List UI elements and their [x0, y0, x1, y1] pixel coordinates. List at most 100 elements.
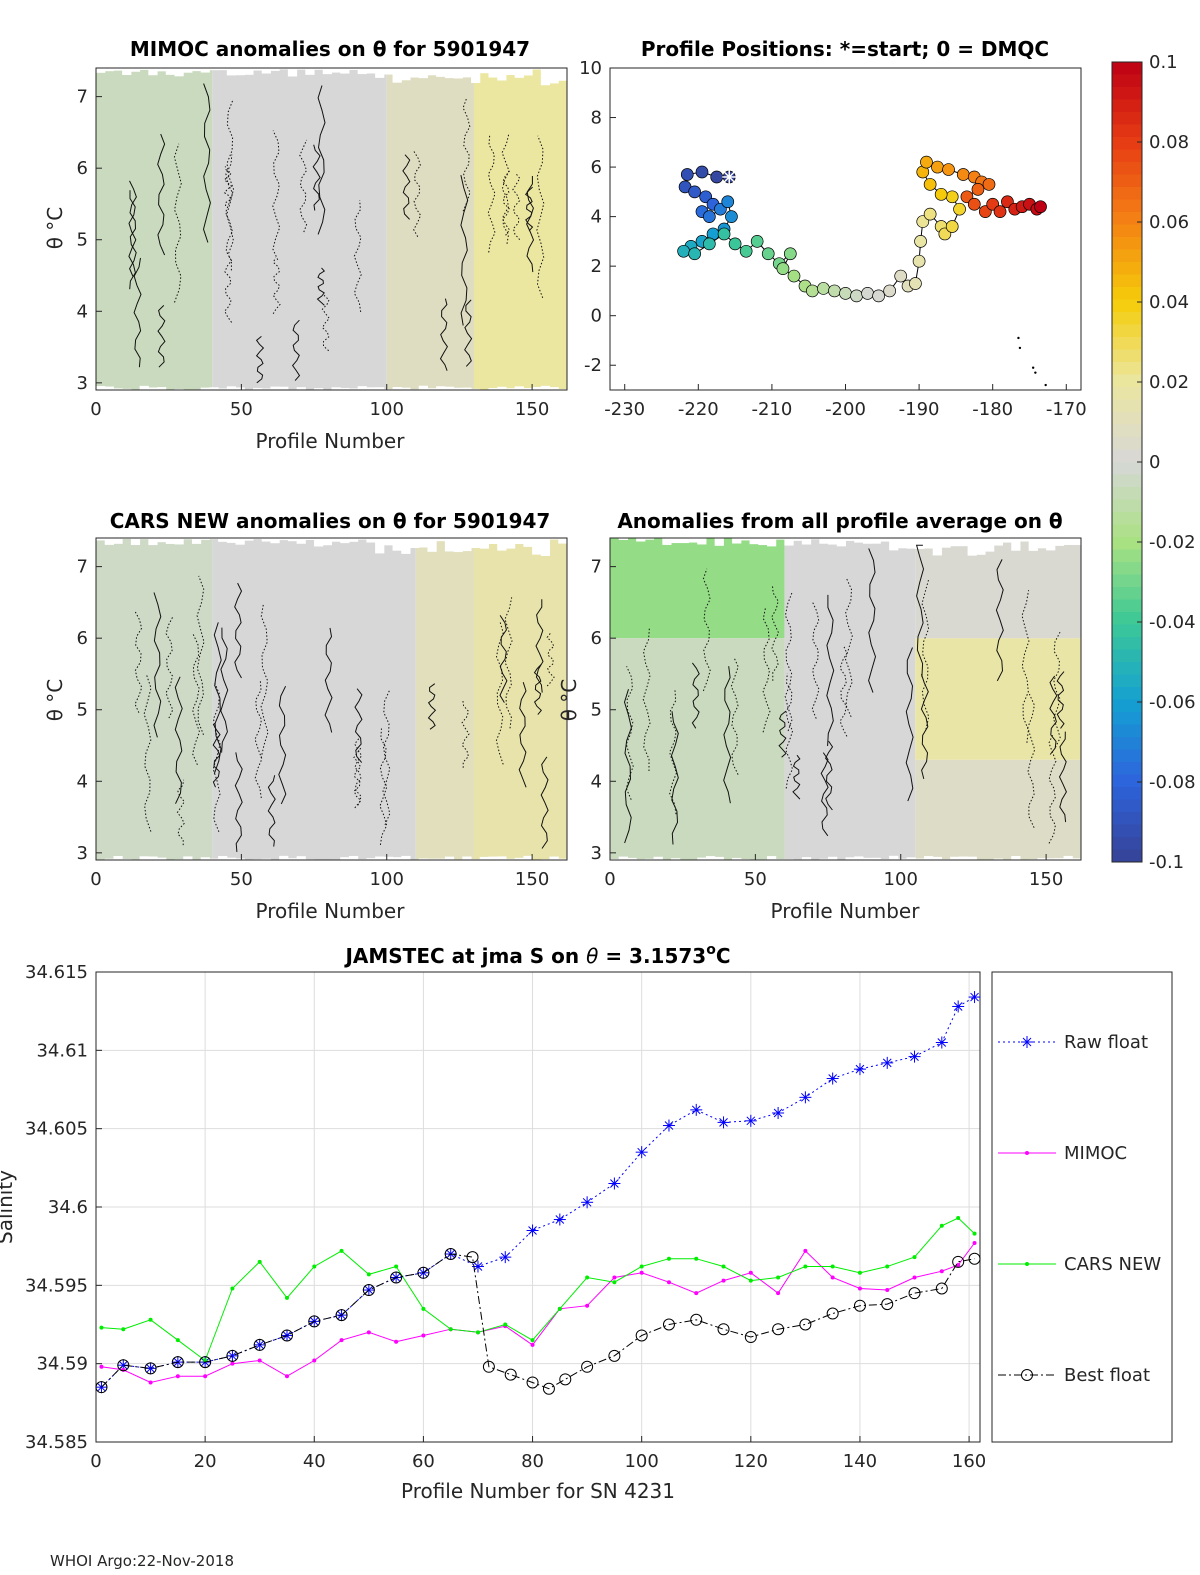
y-tick-label: 2	[591, 256, 602, 277]
stray-point	[1031, 366, 1035, 369]
contour-line	[495, 620, 504, 765]
raw-float-point	[744, 1114, 757, 1127]
colorbar-swatch	[1112, 162, 1142, 175]
contour-line	[223, 166, 233, 206]
no-data-gap	[209, 858, 219, 860]
colorbar-swatch	[1112, 187, 1142, 200]
cars-point	[939, 1223, 944, 1228]
contour-line	[839, 645, 848, 737]
cars-point	[666, 1256, 671, 1261]
colorbar-swatch	[1112, 387, 1142, 400]
salinity-panel: JAMSTEC at jma S on θ = 3.1573oC 0 20 40 60…	[0, 942, 1173, 1503]
no-data-gap	[497, 68, 507, 81]
raw-float-point	[471, 1260, 484, 1273]
cars-point	[257, 1259, 262, 1264]
colorbar-swatch	[1112, 549, 1142, 563]
no-data-gap	[1011, 856, 1021, 860]
contour-line	[316, 267, 326, 306]
no-data-gap	[357, 386, 367, 390]
no-data-gap	[218, 856, 228, 860]
salinity-legend: Raw float MIMOC CARS NEW Best float	[991, 971, 1173, 1443]
cars-point	[394, 1264, 399, 1269]
stray-point	[1034, 371, 1037, 374]
no-data-gap	[767, 856, 777, 860]
no-data-gap	[924, 538, 934, 549]
colorbar-swatch	[1112, 687, 1142, 700]
colorbar-swatch	[1112, 462, 1142, 475]
no-data-gap	[488, 388, 498, 390]
raw-float-point	[952, 1000, 965, 1013]
profile-position-marker	[923, 178, 937, 191]
x-tick-label: -190	[899, 399, 940, 420]
no-data-gap	[932, 538, 942, 556]
no-data-gap	[671, 858, 681, 860]
profile-position-marker	[677, 244, 690, 258]
contour-line	[134, 611, 143, 713]
no-data-gap	[897, 858, 908, 860]
contour-line	[353, 200, 362, 312]
no-data-gap	[322, 68, 332, 75]
x-tick-label: 100	[884, 869, 918, 890]
profile-position-marker	[721, 195, 735, 209]
no-data-gap	[200, 857, 210, 860]
no-data-gap	[261, 858, 271, 860]
no-data-gap	[340, 387, 350, 390]
colorbar-swatch	[1112, 124, 1142, 138]
contour-line	[413, 150, 422, 237]
colorbar-swatch	[1112, 62, 1142, 75]
no-data-gap	[618, 856, 628, 860]
mimoc-xlabel: Profile Number	[256, 429, 406, 453]
no-data-gap	[165, 538, 175, 544]
profile-position-marker	[817, 282, 830, 295]
colorbar-swatch	[1112, 774, 1142, 788]
no-data-gap	[322, 538, 332, 546]
no-data-gap	[479, 538, 489, 549]
cars-point	[803, 1264, 808, 1269]
x-tick-label: 40	[303, 1451, 326, 1472]
profile-position-marker	[920, 155, 933, 169]
no-data-gap	[906, 857, 916, 860]
no-data-gap	[497, 538, 507, 551]
cars-ylabel: θ °C	[43, 679, 67, 722]
contour-line	[226, 98, 235, 254]
no-data-gap	[749, 538, 759, 545]
y-tick-label: 4	[591, 207, 602, 228]
no-data-gap	[218, 538, 228, 542]
profile-position-marker	[912, 254, 926, 268]
best-float-point	[335, 1309, 348, 1322]
contour-line	[143, 674, 152, 832]
cars-point	[885, 1264, 890, 1269]
contour-line	[382, 689, 391, 826]
no-data-gap	[889, 538, 899, 551]
no-data-gap	[200, 387, 210, 390]
contour-line	[324, 627, 333, 733]
no-data-gap	[226, 857, 237, 860]
contour-line	[905, 647, 914, 802]
colorbar-swatch	[1112, 612, 1142, 625]
anomaly-band	[915, 638, 1081, 760]
contour-line	[173, 143, 182, 303]
no-data-gap	[1019, 538, 1030, 542]
no-data-gap	[287, 858, 298, 860]
colorbar-swatch	[1112, 662, 1142, 675]
colorbar-swatch	[1112, 199, 1142, 213]
y-tick-label: 34.605	[25, 1119, 88, 1140]
salinity-title: JAMSTEC at jma S on θ = 3.1573oC	[343, 942, 730, 968]
no-data-gap	[157, 857, 167, 860]
contour-line	[267, 775, 276, 847]
profile-position-marker	[861, 287, 874, 300]
x-tick-label: 60	[412, 1451, 435, 1472]
no-data-gap	[976, 538, 986, 555]
contour-line	[291, 319, 301, 381]
no-data-gap	[174, 388, 184, 390]
no-data-gap	[845, 857, 855, 860]
no-data-gap	[122, 388, 132, 390]
best-float-point	[968, 1252, 981, 1265]
contour-line	[464, 299, 473, 367]
no-data-gap	[479, 856, 489, 860]
colorbar-tick-label: 0.04	[1149, 292, 1189, 313]
profile-position-marker	[914, 235, 927, 248]
contour-line	[354, 688, 363, 763]
no-data-gap	[462, 856, 472, 860]
no-data-gap	[488, 68, 498, 78]
